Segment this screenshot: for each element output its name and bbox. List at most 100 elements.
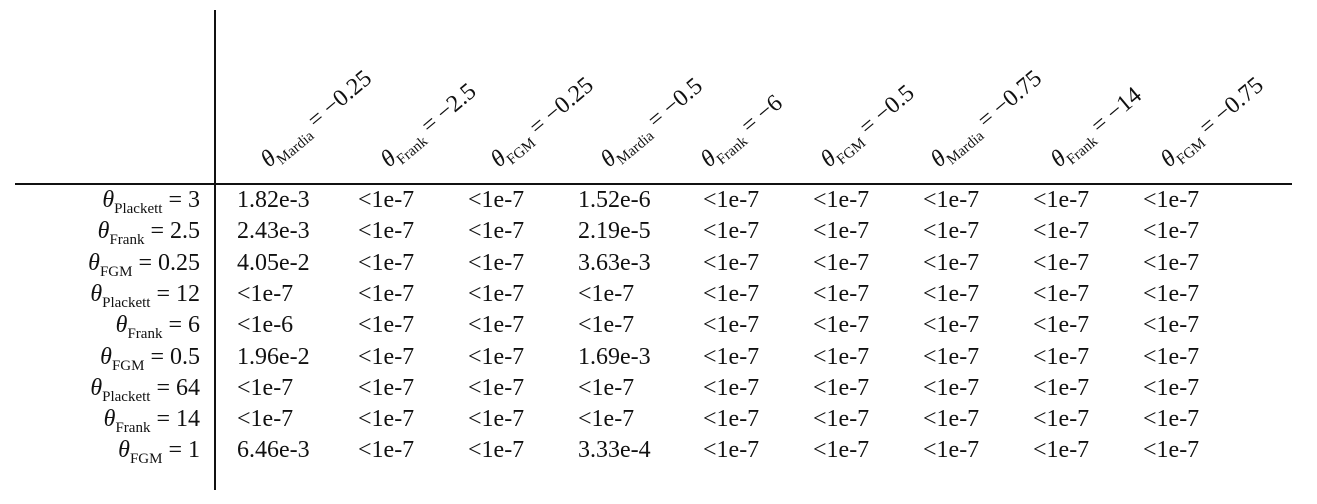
table-cell: <1e-7 xyxy=(813,218,870,245)
column-header: θFrank= −6 xyxy=(696,90,788,173)
table-cell: <1e-7 xyxy=(703,437,760,464)
table-cell: <1e-7 xyxy=(1033,343,1090,370)
table-cell: <1e-7 xyxy=(358,406,415,433)
table-cell: <1e-7 xyxy=(358,280,415,307)
table-cell: <1e-7 xyxy=(358,187,415,213)
equals-value: = −0.25 xyxy=(524,72,599,141)
table-cell: <1e-7 xyxy=(358,374,415,401)
subscript: Frank xyxy=(1063,133,1102,169)
table-cell: 2.43e-3 xyxy=(237,218,310,245)
row-header: θFGM = 0.5 xyxy=(0,345,200,374)
table-cell: <1e-7 xyxy=(358,437,415,464)
equals-value: = 1 xyxy=(168,437,200,464)
table-cell: <1e-7 xyxy=(578,374,635,401)
column-header: θMardia= −0.25 xyxy=(256,65,377,172)
table-cell: <1e-7 xyxy=(468,218,525,245)
table-cell: <1e-7 xyxy=(923,437,980,464)
equals-value: = −0.25 xyxy=(302,65,377,134)
table-cell: <1e-7 xyxy=(578,280,635,307)
table-cell: 1.96e-2 xyxy=(237,343,310,370)
subscript: Frank xyxy=(393,133,432,169)
vertical-rule xyxy=(214,10,216,490)
column-header: θFrank= −14 xyxy=(1046,82,1147,173)
table-cell: <1e-7 xyxy=(578,406,635,433)
equals-value: = −0.5 xyxy=(642,73,708,134)
table-cell: <1e-7 xyxy=(813,312,870,339)
table-cell: <1e-7 xyxy=(1143,280,1200,307)
theta-symbol: θ xyxy=(115,312,128,339)
theta-symbol: θ xyxy=(97,218,110,245)
column-header: θMardia= −0.75 xyxy=(926,65,1047,172)
subscript: Plackett xyxy=(102,294,151,311)
subscript: Mardia xyxy=(613,128,658,169)
table-cell: <1e-7 xyxy=(468,249,525,276)
table-cell: <1e-7 xyxy=(468,280,525,307)
table-cell: 1.52e-6 xyxy=(578,187,651,213)
table-cell: <1e-6 xyxy=(237,312,294,339)
table-cell: <1e-7 xyxy=(923,280,980,307)
equals-value: = 6 xyxy=(168,312,200,339)
subscript: Plackett xyxy=(102,388,151,405)
table-cell: <1e-7 xyxy=(813,187,870,213)
theta-symbol: θ xyxy=(90,374,103,401)
header-rule xyxy=(15,183,1292,185)
table-cell: <1e-7 xyxy=(1143,406,1200,433)
column-header: θFrank= −2.5 xyxy=(376,78,481,172)
subscript: Mardia xyxy=(273,128,318,169)
table-cell: <1e-7 xyxy=(468,312,525,339)
table-cell: <1e-7 xyxy=(468,374,525,401)
equals-value: = −0.75 xyxy=(972,65,1047,134)
table-cell: <1e-7 xyxy=(923,406,980,433)
table-cell: <1e-7 xyxy=(923,187,980,213)
table-cell: <1e-7 xyxy=(923,249,980,276)
theta-symbol: θ xyxy=(103,406,116,433)
theta-symbol: θ xyxy=(88,249,100,276)
equals-value: = −0.5 xyxy=(854,79,920,141)
equals-value: = 2.5 xyxy=(150,218,200,245)
table-cell: <1e-7 xyxy=(703,312,760,339)
table-cell: <1e-7 xyxy=(923,218,980,245)
subscript: Frank xyxy=(127,326,163,343)
table-cell: 3.33e-4 xyxy=(578,437,651,464)
subscript: FGM xyxy=(111,357,145,374)
table-cell: <1e-7 xyxy=(703,280,760,307)
table-cell: <1e-7 xyxy=(237,374,294,401)
column-header: θMardia= −0.5 xyxy=(596,73,708,173)
subscript: Frank xyxy=(713,133,752,169)
column-header: θFGM= −0.25 xyxy=(486,72,599,173)
subscript: Plackett xyxy=(114,201,163,217)
theta-symbol: θ xyxy=(90,280,103,307)
table-cell: <1e-7 xyxy=(1143,218,1200,245)
column-header: θFGM= −0.5 xyxy=(816,79,920,173)
table-cell: <1e-7 xyxy=(923,374,980,401)
table-cell: <1e-7 xyxy=(1143,249,1200,276)
column-header: θFGM= −0.75 xyxy=(1156,72,1269,173)
table-cell: <1e-7 xyxy=(703,187,760,213)
table-cell: <1e-7 xyxy=(813,437,870,464)
theta-symbol: θ xyxy=(118,437,130,464)
equals-value: = 12 xyxy=(156,280,200,307)
table-cell: <1e-7 xyxy=(1033,249,1090,276)
table-cell: <1e-7 xyxy=(1033,312,1090,339)
table-cell: <1e-7 xyxy=(468,187,525,213)
table-cell: <1e-7 xyxy=(237,280,294,307)
table-cell: 6.46e-3 xyxy=(237,437,310,464)
table-cell: <1e-7 xyxy=(703,218,760,245)
table-cell: <1e-7 xyxy=(1143,374,1200,401)
table-cell: <1e-7 xyxy=(813,374,870,401)
table-cell: <1e-7 xyxy=(1143,343,1200,370)
table-cell: <1e-7 xyxy=(1033,374,1090,401)
subscript: FGM xyxy=(99,263,133,280)
table-cell: 1.82e-3 xyxy=(237,187,310,213)
table-cell: <1e-7 xyxy=(1033,187,1090,213)
row-header: θFrank = 2.5 xyxy=(0,218,200,248)
table-cell: <1e-7 xyxy=(813,280,870,307)
equals-value: = 64 xyxy=(156,374,200,401)
table-cell: <1e-7 xyxy=(813,406,870,433)
theta-symbol: θ xyxy=(102,187,115,213)
table-cell: <1e-7 xyxy=(358,343,415,370)
row-header: θPlackett = 64 xyxy=(0,374,200,405)
table-cell: <1e-7 xyxy=(578,312,635,339)
table-cell: <1e-7 xyxy=(237,406,294,433)
